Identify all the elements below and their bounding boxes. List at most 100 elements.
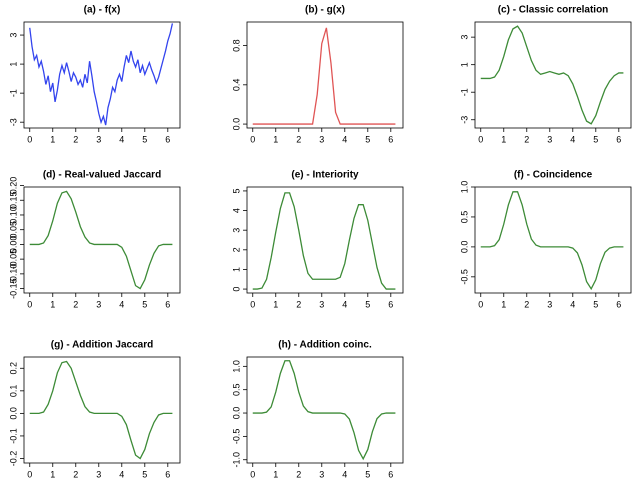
- y-tick-label: 0.00: [8, 236, 18, 254]
- x-tick-label: 2: [296, 134, 301, 144]
- x-tick-label: 4: [342, 134, 347, 144]
- data-line: [29, 23, 174, 126]
- x-tick-label: 3: [96, 299, 101, 309]
- chart-title: (h) - Addition coinc.: [278, 340, 372, 351]
- y-tick-label: 0.1: [8, 385, 18, 398]
- y-tick-label: 0.15: [8, 191, 18, 209]
- plot-frame: [23, 21, 181, 129]
- x-tick-label: 0: [250, 299, 255, 309]
- x-tick-label: 6: [616, 299, 621, 309]
- x-tick-label: 4: [342, 299, 347, 309]
- y-tick-label: -0.15: [8, 278, 18, 299]
- chart-title: (e) - Interiority: [291, 170, 359, 181]
- plot-frame: [23, 356, 181, 464]
- x-tick-label: 4: [119, 134, 124, 144]
- y-tick-label: -1: [459, 88, 469, 96]
- x-tick-label: 1: [273, 134, 278, 144]
- x-tick-label: 4: [342, 469, 347, 479]
- x-tick-label: 6: [165, 134, 170, 144]
- y-tick-label: -3: [8, 118, 18, 126]
- data-line: [252, 27, 396, 125]
- x-tick-label: 0: [27, 134, 32, 144]
- y-tick-label: 0: [231, 287, 241, 292]
- x-tick-label: 5: [142, 469, 147, 479]
- x-tick-label: 5: [593, 299, 598, 309]
- y-tick-label: 0.5: [459, 211, 469, 224]
- data-line: [480, 191, 624, 291]
- y-tick-label: 1: [231, 267, 241, 272]
- y-tick-label: 5: [231, 188, 241, 193]
- x-tick-label: 3: [319, 469, 324, 479]
- x-tick-label: 1: [501, 299, 506, 309]
- y-tick-label: 1.0: [231, 360, 241, 373]
- y-tick-label: -0.10: [8, 264, 18, 285]
- x-tick-label: 0: [478, 134, 483, 144]
- chart-title: (d) - Real-valued Jaccard: [43, 170, 161, 181]
- x-tick-label: 0: [27, 469, 32, 479]
- y-tick-label: 0.2: [8, 362, 18, 375]
- data-line: [252, 360, 396, 461]
- y-tick-label: 0.0: [459, 241, 469, 254]
- x-tick-label: 1: [50, 469, 55, 479]
- data-line: [480, 25, 624, 125]
- y-tick-label: 1: [459, 62, 469, 67]
- y-tick-label: 0.20: [8, 177, 18, 195]
- y-tick-label: 0.5: [231, 383, 241, 396]
- plot-frame: [246, 21, 404, 129]
- x-tick-label: 2: [524, 134, 529, 144]
- x-tick-label: 1: [501, 134, 506, 144]
- y-tick-label: 3: [231, 228, 241, 233]
- y-tick-label: -0.5: [459, 269, 469, 285]
- y-tick-label: 0.8: [231, 39, 241, 52]
- y-tick-label: 3: [8, 33, 18, 38]
- x-tick-label: 1: [273, 469, 278, 479]
- x-tick-label: 0: [478, 299, 483, 309]
- x-tick-label: 3: [547, 134, 552, 144]
- x-tick-label: 2: [73, 134, 78, 144]
- x-tick-label: 6: [388, 134, 393, 144]
- chart-title: (b) - g(x): [305, 5, 345, 16]
- plot-frame: [474, 186, 632, 294]
- chart-title: (c) - Classic correlation: [498, 5, 609, 16]
- x-tick-label: 6: [165, 299, 170, 309]
- x-tick-label: 4: [119, 299, 124, 309]
- y-tick-label: 0.0: [8, 407, 18, 420]
- x-tick-label: 1: [50, 299, 55, 309]
- y-tick-label: 2: [231, 247, 241, 252]
- x-tick-label: 6: [388, 469, 393, 479]
- y-tick-label: -1.0: [231, 452, 241, 468]
- y-tick-label: -1: [8, 89, 18, 97]
- y-tick-label: 3: [459, 35, 469, 40]
- y-tick-label: 0.0: [231, 118, 241, 131]
- y-tick-label: -0.05: [8, 249, 18, 270]
- data-line: [29, 190, 173, 290]
- chart-title: (f) - Coincidence: [514, 170, 593, 181]
- x-tick-label: 3: [96, 134, 101, 144]
- chart-title: (g) - Addition Jaccard: [51, 340, 153, 351]
- x-tick-label: 1: [50, 134, 55, 144]
- plot-frame: [246, 186, 404, 294]
- x-tick-label: 3: [96, 469, 101, 479]
- plot-frame: [246, 356, 404, 464]
- x-tick-label: 0: [250, 134, 255, 144]
- x-tick-label: 5: [593, 134, 598, 144]
- x-tick-label: 2: [73, 299, 78, 309]
- y-tick-label: 0.05: [8, 221, 18, 239]
- y-tick-label: 1.0: [459, 181, 469, 194]
- x-tick-label: 0: [250, 469, 255, 479]
- y-tick-label: -0.2: [8, 451, 18, 467]
- y-tick-label: -3: [459, 116, 469, 124]
- x-tick-label: 5: [142, 134, 147, 144]
- x-tick-label: 2: [524, 299, 529, 309]
- x-tick-label: 2: [296, 469, 301, 479]
- x-tick-label: 1: [273, 299, 278, 309]
- x-tick-label: 3: [319, 299, 324, 309]
- x-tick-label: 3: [319, 134, 324, 144]
- y-tick-label: -0.5: [231, 429, 241, 445]
- x-tick-label: 5: [365, 134, 370, 144]
- y-tick-label: 0.4: [231, 79, 241, 92]
- x-tick-label: 0: [27, 299, 32, 309]
- y-tick-label: 4: [231, 208, 241, 213]
- x-tick-label: 5: [365, 299, 370, 309]
